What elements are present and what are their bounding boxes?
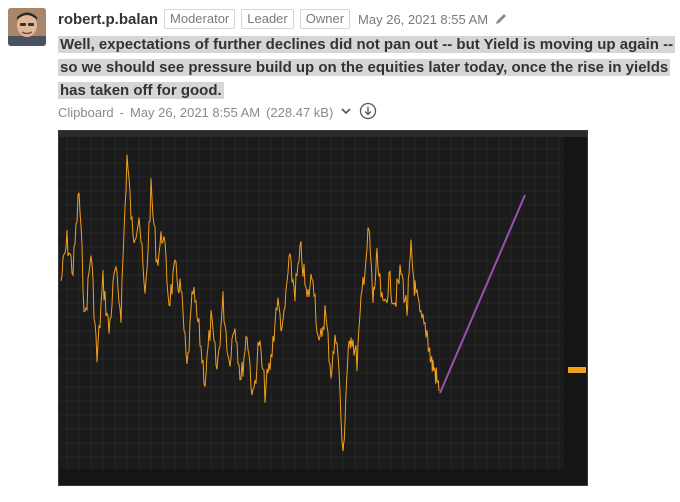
chart-axis-right: [564, 137, 587, 485]
post-message: Well, expectations of further declines d…: [58, 33, 678, 102]
attachment-separator: -: [119, 104, 124, 120]
pencil-icon[interactable]: [494, 12, 508, 26]
chart-header-bar: [59, 131, 587, 137]
yield-chart-image: [59, 131, 587, 485]
post-header: robert.p.balan Moderator Leader Owner Ma…: [58, 8, 508, 30]
projection-line: [439, 194, 526, 394]
download-icon[interactable]: [359, 102, 377, 123]
badge-moderator: Moderator: [164, 9, 236, 29]
post-message-text: Well, expectations of further declines d…: [58, 36, 676, 99]
last-price-marker: [568, 367, 586, 373]
chart-axis-bottom: [59, 469, 587, 485]
author-name[interactable]: robert.p.balan: [58, 10, 159, 28]
attachment-size: (228.47 kB): [266, 104, 334, 120]
avatar-image: [8, 8, 46, 46]
avatar[interactable]: [8, 8, 46, 46]
attachment-source: Clipboard: [58, 104, 114, 120]
chart-grid: [59, 137, 564, 469]
badge-leader: Leader: [241, 9, 294, 29]
chevron-down-icon[interactable]: [339, 104, 353, 121]
badge-owner: Owner: [299, 9, 351, 29]
yield-price-line: [60, 154, 440, 452]
attachment-timestamp: May 26, 2021 8:55 AM: [130, 104, 261, 120]
attachment-meta: Clipboard - May 26, 2021 8:55 AM (228.47…: [58, 102, 377, 122]
attachment-image[interactable]: [58, 130, 588, 486]
post-timestamp[interactable]: May 26, 2021 8:55 AM: [358, 11, 489, 27]
